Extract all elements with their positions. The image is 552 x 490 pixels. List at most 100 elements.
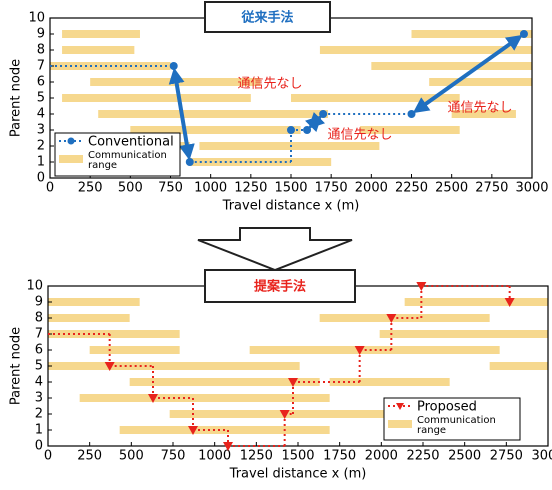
y-tick-label: 0	[37, 171, 45, 186]
chart-title: 提案手法	[254, 279, 306, 295]
x-tick-label: 1750	[315, 181, 348, 196]
communication-range	[62, 30, 140, 38]
x-tick-label: 500	[119, 449, 144, 464]
communication-range	[48, 330, 180, 338]
legend-swatch	[388, 420, 412, 428]
y-tick-label: 9	[37, 27, 45, 42]
communication-range	[98, 110, 328, 118]
point	[185, 158, 194, 166]
x-tick-label: 0	[44, 449, 52, 464]
y-tick-label: 0	[35, 439, 43, 454]
communication-range	[379, 330, 548, 338]
x-tick-label: 2750	[490, 449, 523, 464]
x-tick-label: 250	[77, 449, 102, 464]
x-tick-label: 1500	[281, 449, 314, 464]
x-tick-label: 2000	[365, 449, 398, 464]
point	[303, 126, 312, 134]
x-tick-label: 0	[46, 181, 54, 196]
x-tick-label: 2250	[406, 449, 439, 464]
point	[288, 378, 298, 387]
y-tick-label: 8	[37, 43, 45, 58]
x-tick-label: 750	[158, 181, 183, 196]
communication-range	[489, 362, 548, 370]
y-tick-label: 8	[35, 311, 43, 326]
point	[148, 394, 158, 403]
x-tick-label: 2000	[355, 181, 388, 196]
x-axis-title: Travel distance x (m)	[222, 199, 360, 214]
x-tick-label: 1250	[234, 181, 267, 196]
legend-label: Proposed	[417, 400, 477, 415]
y-axis-title: Parent node	[9, 59, 24, 137]
x-tick-label: 1250	[240, 449, 273, 464]
y-tick-label: 2	[35, 407, 43, 422]
x-tick-label: 250	[78, 181, 103, 196]
communication-range	[79, 394, 330, 402]
communication-range	[451, 110, 516, 118]
point	[504, 298, 515, 307]
point	[279, 410, 290, 419]
x-tick-label: 1750	[323, 449, 356, 464]
x-axis-title: Travel distance x (m)	[229, 467, 367, 482]
x-tick-label: 2500	[448, 449, 481, 464]
communication-range	[48, 362, 300, 370]
communication-range	[129, 378, 320, 386]
x-tick-label: 2750	[475, 181, 508, 196]
communication-range	[404, 298, 548, 306]
x-tick-label: 2250	[395, 181, 428, 196]
y-tick-label: 3	[35, 391, 43, 406]
y-tick-label: 1	[37, 155, 45, 170]
annotation: 通信先なし	[327, 128, 392, 143]
point	[386, 314, 397, 323]
legend-marker	[396, 403, 404, 410]
communication-range	[130, 126, 301, 134]
x-tick-label: 1000	[198, 449, 231, 464]
y-tick-label: 7	[35, 327, 43, 342]
transition-arrow	[197, 227, 353, 272]
legend-label: Communication range	[88, 150, 167, 171]
communication-range	[169, 410, 500, 418]
point	[104, 362, 115, 371]
x-tick-label: 1000	[194, 181, 227, 196]
jump-arrow	[168, 67, 195, 161]
communication-range	[371, 62, 532, 70]
y-axis-title: Parent node	[9, 327, 24, 405]
communication-range	[319, 314, 490, 322]
legend-box	[383, 397, 521, 441]
chart-title: 従来手法	[240, 10, 293, 26]
legend-label: Conventional	[88, 135, 174, 150]
communication-range	[411, 30, 532, 38]
point	[188, 426, 198, 435]
communication-range	[199, 142, 380, 150]
y-tick-label: 1	[35, 423, 43, 438]
point	[407, 110, 416, 118]
x-tick-label: 2500	[435, 181, 468, 196]
point	[169, 62, 178, 70]
communication-range	[429, 78, 532, 86]
y-tick-label: 4	[37, 107, 45, 122]
x-tick-label: 3000	[531, 449, 552, 464]
y-tick-label: 5	[37, 91, 45, 106]
communication-range	[48, 298, 140, 306]
communication-range	[62, 46, 135, 54]
y-tick-label: 6	[35, 343, 43, 358]
legend-marker	[67, 137, 75, 145]
x-tick-label: 3000	[515, 181, 548, 196]
legend-swatch	[59, 155, 83, 163]
point	[354, 346, 365, 355]
y-tick-label: 9	[35, 295, 43, 310]
communication-range	[360, 126, 460, 134]
y-tick-label: 2	[37, 139, 45, 154]
y-tick-label: 10	[28, 11, 45, 26]
x-tick-label: 1500	[274, 181, 307, 196]
x-tick-label: 750	[161, 449, 186, 464]
y-tick-label: 6	[37, 75, 45, 90]
point	[319, 110, 328, 118]
jump-arrow	[412, 34, 523, 114]
y-tick-label: 5	[35, 359, 43, 374]
communication-range	[89, 346, 180, 354]
legend-label: Communication range	[417, 415, 496, 436]
point	[223, 442, 233, 451]
communication-range	[329, 378, 450, 386]
